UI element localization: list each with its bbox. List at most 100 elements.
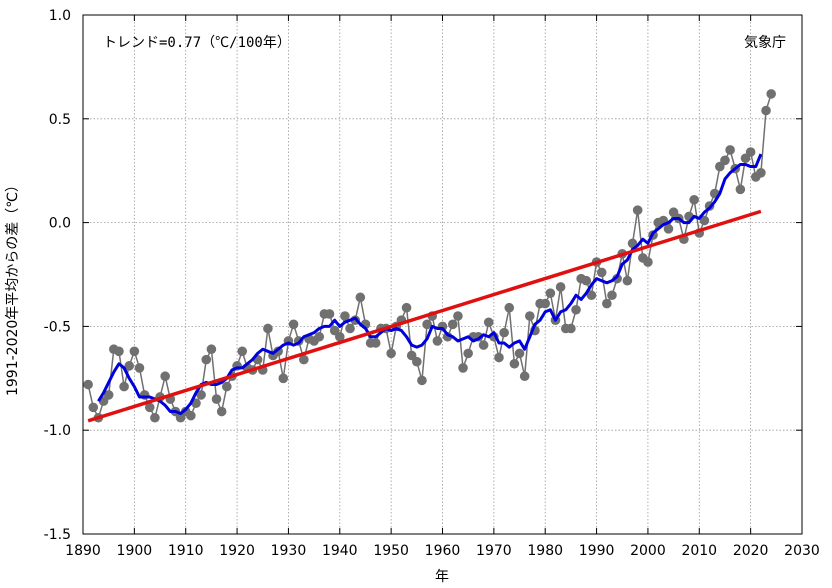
x-tick-label: 1980 bbox=[527, 543, 563, 559]
x-tick-labels: 1890 1900 1910 1920 1930 1940 1950 1960 1970 1980… bbox=[65, 543, 820, 559]
trend-series bbox=[87, 209, 762, 423]
annual-point bbox=[216, 406, 227, 417]
annual-point bbox=[345, 323, 355, 334]
y-tick-label: 0.0 bbox=[49, 216, 71, 232]
x-tick-label: 1910 bbox=[168, 543, 204, 559]
annual-point bbox=[519, 371, 530, 382]
annual-point bbox=[463, 348, 473, 359]
y-tick-label: -0.5 bbox=[44, 319, 71, 335]
annual-point bbox=[83, 379, 93, 390]
annual-point bbox=[509, 358, 520, 369]
annual-point bbox=[201, 354, 212, 365]
annual-point bbox=[566, 323, 576, 334]
annual-point bbox=[586, 290, 597, 301]
annual-point bbox=[150, 412, 160, 423]
annual-point bbox=[119, 381, 129, 392]
y-tick-label: 1.0 bbox=[49, 8, 71, 24]
annual-point bbox=[422, 319, 432, 330]
annual-point bbox=[432, 336, 443, 346]
annual-point bbox=[263, 323, 273, 334]
annual-point bbox=[602, 298, 612, 309]
y-tick-label: 0.5 bbox=[49, 112, 71, 128]
annual-point bbox=[612, 273, 622, 284]
y-axis-label: 1991-2020年平均からの差（℃） bbox=[5, 178, 21, 396]
x-axis-label: 年 bbox=[435, 569, 449, 585]
x-tick-label: 1990 bbox=[579, 543, 615, 559]
x-tick-label: 1920 bbox=[219, 543, 255, 559]
x-tick-label: 2000 bbox=[630, 543, 666, 559]
annual-point bbox=[689, 194, 699, 205]
annual-point bbox=[160, 371, 170, 382]
annual-point bbox=[124, 361, 135, 371]
annual-point bbox=[186, 410, 196, 421]
annual-point bbox=[725, 145, 735, 155]
annual-point bbox=[766, 89, 776, 99]
annual-point bbox=[417, 375, 427, 386]
annual-point bbox=[222, 381, 232, 392]
annual-point bbox=[196, 390, 206, 400]
annual-point bbox=[458, 363, 468, 373]
annual-point bbox=[555, 282, 566, 292]
annual-point bbox=[103, 390, 114, 400]
annual-point bbox=[483, 317, 494, 328]
annual-point bbox=[514, 348, 525, 359]
y-tick-labels: -1.5 -1.0 -0.5 0.0 0.5 1.0 bbox=[44, 8, 71, 543]
annual-point bbox=[622, 275, 633, 286]
moving-average-series bbox=[97, 153, 763, 416]
annual-point bbox=[447, 319, 458, 330]
annual-point bbox=[401, 302, 412, 313]
annual-point bbox=[504, 302, 515, 313]
annual-point bbox=[663, 224, 674, 234]
moving-average-line bbox=[97, 153, 763, 416]
source-label: 気象庁 bbox=[744, 35, 786, 51]
x-tick-label: 2020 bbox=[733, 543, 769, 559]
annual-point bbox=[745, 147, 756, 157]
x-tick-label: 1960 bbox=[425, 543, 461, 559]
x-tick-label: 2010 bbox=[681, 543, 717, 559]
annual-point bbox=[607, 290, 617, 301]
annual-point bbox=[453, 311, 463, 321]
annual-point bbox=[412, 356, 422, 367]
annual-point bbox=[114, 346, 124, 357]
annual-point bbox=[370, 338, 381, 348]
annual-point bbox=[134, 363, 145, 373]
annual-point bbox=[494, 352, 504, 363]
annual-point bbox=[334, 331, 345, 342]
x-tick-label: 1940 bbox=[322, 543, 358, 559]
annual-point bbox=[206, 344, 217, 355]
annual-point bbox=[735, 184, 746, 195]
annual-point bbox=[761, 105, 771, 116]
grid-lines bbox=[83, 15, 802, 534]
annual-point bbox=[720, 155, 730, 166]
annual-point bbox=[581, 275, 592, 286]
x-tick-label: 1890 bbox=[65, 543, 101, 559]
annual-series bbox=[83, 89, 776, 423]
annual-point bbox=[299, 354, 309, 365]
annual-point bbox=[88, 402, 99, 413]
x-tick-label: 1900 bbox=[117, 543, 153, 559]
y-tick-label: -1.5 bbox=[44, 527, 71, 543]
annual-point bbox=[525, 311, 535, 321]
annual-point bbox=[144, 402, 155, 413]
annual-point bbox=[324, 309, 335, 319]
trend-annotation: トレンド=0.77（℃/100年） bbox=[103, 35, 291, 51]
annual-point bbox=[129, 346, 140, 357]
annual-point bbox=[237, 346, 248, 357]
x-tick-label: 2030 bbox=[784, 543, 820, 559]
x-tick-label: 1930 bbox=[271, 543, 307, 559]
annual-point bbox=[499, 327, 509, 338]
annual-point bbox=[632, 205, 643, 215]
annual-point bbox=[643, 257, 653, 267]
annual-point bbox=[314, 331, 325, 342]
annual-point bbox=[756, 167, 766, 178]
annual-point bbox=[571, 304, 581, 315]
annual-point bbox=[288, 319, 299, 330]
annual-point bbox=[355, 292, 366, 303]
annual-point bbox=[540, 298, 551, 309]
annual-point bbox=[386, 348, 396, 359]
annual-point bbox=[478, 340, 489, 350]
y-tick-label: -1.0 bbox=[44, 423, 71, 439]
annual-line bbox=[87, 93, 772, 420]
annual-point bbox=[545, 288, 556, 298]
